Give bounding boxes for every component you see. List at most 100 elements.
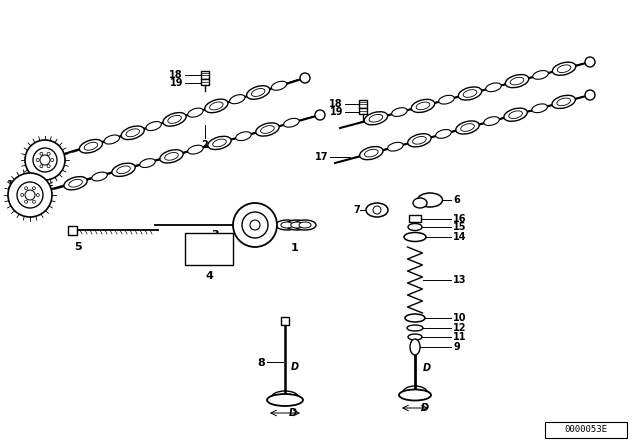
Text: 16: 16 [453, 214, 467, 224]
Text: 18: 18 [170, 70, 183, 80]
Bar [359, 100, 367, 108]
Text: 14: 14 [453, 232, 467, 242]
Bar [201, 71, 209, 79]
Circle shape [250, 220, 260, 230]
Ellipse shape [64, 177, 87, 190]
Text: D: D [423, 363, 431, 373]
Ellipse shape [360, 146, 383, 159]
Ellipse shape [509, 111, 522, 119]
Text: 13: 13 [453, 275, 467, 285]
Ellipse shape [486, 83, 501, 92]
Bar [68, 226, 77, 235]
Ellipse shape [299, 222, 311, 228]
Text: 12: 12 [453, 323, 467, 333]
Circle shape [315, 110, 325, 120]
Circle shape [25, 190, 35, 200]
Ellipse shape [276, 220, 298, 230]
Text: 6: 6 [453, 195, 460, 205]
Text: D: D [421, 403, 429, 413]
Bar [281, 317, 289, 325]
Circle shape [33, 187, 35, 190]
Circle shape [373, 206, 381, 214]
Bar [185, 233, 233, 265]
Ellipse shape [208, 136, 231, 150]
Ellipse shape [461, 124, 474, 131]
Ellipse shape [399, 389, 431, 401]
Ellipse shape [168, 116, 181, 123]
Ellipse shape [410, 339, 420, 355]
Text: 15: 15 [453, 222, 467, 232]
Circle shape [40, 165, 43, 168]
Text: 7: 7 [353, 205, 360, 215]
Text: D: D [289, 408, 297, 418]
Ellipse shape [79, 139, 102, 153]
Text: 2: 2 [202, 140, 209, 150]
Text: 0000053E: 0000053E [564, 426, 607, 435]
Text: 17: 17 [6, 180, 20, 190]
Ellipse shape [458, 87, 482, 100]
Text: 10: 10 [453, 313, 467, 323]
Circle shape [585, 90, 595, 100]
Ellipse shape [557, 65, 571, 73]
Circle shape [24, 200, 28, 203]
Ellipse shape [294, 220, 316, 230]
Ellipse shape [392, 108, 407, 116]
Ellipse shape [164, 152, 179, 160]
Circle shape [47, 165, 50, 168]
Circle shape [24, 187, 28, 190]
Text: 8: 8 [257, 358, 265, 367]
Circle shape [242, 212, 268, 238]
Ellipse shape [364, 112, 388, 125]
Ellipse shape [212, 139, 227, 147]
Circle shape [33, 148, 57, 172]
Text: 18: 18 [330, 99, 343, 109]
Bar [359, 108, 367, 114]
Circle shape [36, 194, 39, 197]
Ellipse shape [408, 334, 422, 340]
Ellipse shape [504, 108, 527, 121]
Circle shape [17, 182, 43, 208]
Text: 11: 11 [453, 332, 467, 342]
Ellipse shape [416, 102, 430, 110]
Circle shape [40, 152, 43, 155]
Text: 19: 19 [330, 107, 343, 117]
Ellipse shape [271, 81, 287, 90]
Ellipse shape [121, 126, 144, 140]
Text: 9: 9 [453, 342, 460, 352]
Ellipse shape [291, 222, 303, 228]
Ellipse shape [160, 150, 183, 163]
Ellipse shape [417, 193, 442, 207]
Ellipse shape [456, 121, 479, 134]
Text: D: D [291, 362, 299, 372]
Ellipse shape [463, 90, 477, 97]
Text: 5: 5 [74, 242, 82, 252]
Ellipse shape [532, 70, 548, 79]
Ellipse shape [366, 203, 388, 217]
Ellipse shape [112, 163, 135, 177]
Bar [201, 79, 209, 85]
Ellipse shape [388, 142, 403, 151]
Text: 19: 19 [170, 78, 183, 88]
Ellipse shape [413, 137, 426, 144]
Ellipse shape [413, 198, 427, 208]
Bar [409, 215, 421, 222]
Circle shape [8, 173, 52, 217]
Ellipse shape [246, 86, 269, 99]
Ellipse shape [146, 121, 161, 131]
Ellipse shape [126, 129, 140, 137]
Ellipse shape [405, 314, 425, 322]
Ellipse shape [552, 62, 576, 75]
Ellipse shape [369, 114, 383, 122]
Ellipse shape [365, 149, 378, 157]
Ellipse shape [68, 179, 83, 187]
Ellipse shape [532, 104, 547, 112]
Ellipse shape [188, 108, 203, 117]
Ellipse shape [163, 112, 186, 126]
Ellipse shape [484, 117, 499, 125]
Ellipse shape [436, 129, 451, 138]
Ellipse shape [404, 233, 426, 241]
Ellipse shape [510, 78, 524, 85]
Circle shape [25, 140, 65, 180]
Ellipse shape [267, 394, 303, 406]
Ellipse shape [412, 99, 435, 112]
